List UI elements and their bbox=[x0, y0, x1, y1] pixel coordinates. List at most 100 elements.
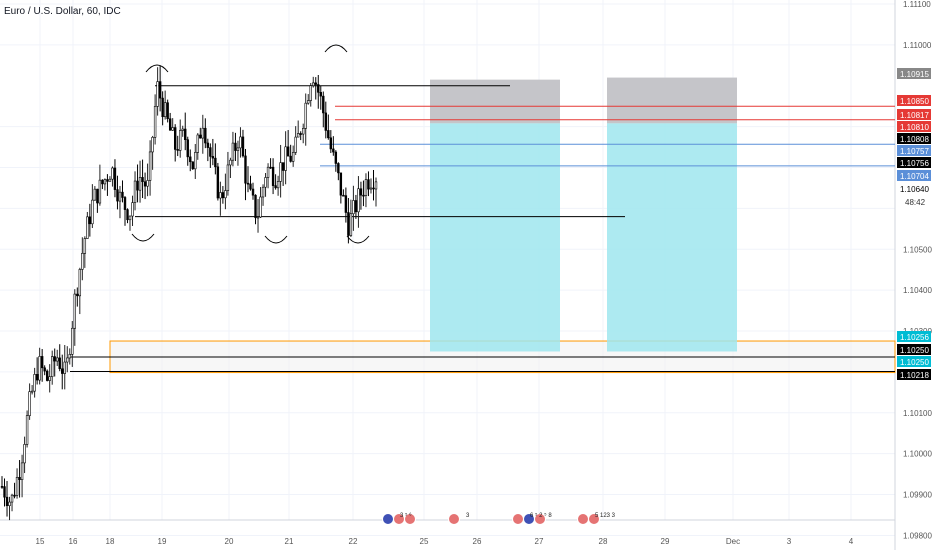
candle-body bbox=[291, 152, 295, 162]
candle-body bbox=[299, 133, 302, 135]
candle-body bbox=[86, 216, 89, 239]
price-tag-bg bbox=[897, 344, 931, 355]
candle-body bbox=[158, 81, 162, 99]
event-count-label: 6 ⁵ 2 ⁵ 8 bbox=[530, 512, 552, 519]
candle-body bbox=[204, 127, 207, 144]
economic-event-marker: 5 123 3 bbox=[577, 513, 616, 525]
candle-body bbox=[181, 128, 184, 131]
x-tick-label: 29 bbox=[661, 537, 670, 546]
candle-body bbox=[63, 361, 66, 374]
economic-event-marker: 3 bbox=[448, 513, 470, 525]
economic-event-marker: 3 ⁵ ⁶ bbox=[382, 512, 416, 525]
candle-body bbox=[179, 130, 182, 151]
candle-body bbox=[259, 196, 262, 218]
candle-body bbox=[369, 187, 373, 190]
candle-body bbox=[229, 159, 232, 166]
candle-body bbox=[35, 374, 39, 381]
candle-body bbox=[153, 106, 157, 138]
price-tag-label: 1.10915 bbox=[900, 70, 929, 79]
swing-arc bbox=[131, 233, 155, 242]
candle-body bbox=[226, 164, 230, 191]
candle-body bbox=[68, 354, 71, 359]
candle-body bbox=[317, 84, 320, 93]
x-tick-label: 25 bbox=[420, 537, 429, 546]
candle-body bbox=[98, 179, 102, 204]
candle-body bbox=[148, 151, 152, 181]
candle-body bbox=[186, 139, 189, 158]
candle-body bbox=[236, 147, 240, 151]
candle-body bbox=[111, 167, 114, 180]
candle-body bbox=[349, 213, 353, 236]
candle-body bbox=[367, 179, 370, 190]
candle-body bbox=[241, 136, 245, 157]
candle-body bbox=[239, 136, 242, 149]
candle-body bbox=[327, 130, 330, 139]
candle-body bbox=[281, 162, 285, 171]
price-tag-label: 1.10850 bbox=[900, 97, 929, 106]
candle-body bbox=[191, 161, 194, 170]
candle-body bbox=[342, 194, 345, 197]
candle-body bbox=[249, 183, 252, 190]
candle-body bbox=[322, 95, 325, 114]
candle-body bbox=[10, 494, 14, 503]
x-tick-label: 19 bbox=[158, 537, 167, 546]
swing-arc bbox=[145, 64, 169, 73]
price-tag-label: 1.10250 bbox=[900, 346, 929, 355]
candle-body bbox=[329, 137, 333, 150]
swing-arc bbox=[346, 235, 370, 244]
x-tick-label: 27 bbox=[535, 537, 544, 546]
candle-body bbox=[93, 188, 97, 201]
x-tick-label: 20 bbox=[225, 537, 234, 546]
candle-body bbox=[56, 357, 59, 362]
candle-body bbox=[133, 180, 137, 203]
candle-body bbox=[256, 216, 260, 219]
us-flag-icon bbox=[588, 513, 600, 525]
eu-flag-icon bbox=[382, 513, 394, 525]
candle-body bbox=[15, 477, 19, 496]
price-tag-label: 1.10808 bbox=[900, 135, 929, 144]
y-tick-label: 1.10100 bbox=[903, 409, 932, 418]
price-tag-bg bbox=[897, 356, 931, 367]
price-tag-label: 1.10704 bbox=[900, 172, 929, 181]
candle-body bbox=[347, 212, 350, 236]
price-tag-bg bbox=[897, 170, 931, 181]
candle-body bbox=[8, 501, 11, 507]
candle-body bbox=[18, 477, 21, 480]
candle-body bbox=[20, 462, 24, 480]
us-flag-icon bbox=[404, 513, 416, 525]
economic-event-marker: 6 ⁵ 2 ⁵ 8 bbox=[512, 512, 552, 525]
y-tick-label: 1.11100 bbox=[903, 0, 931, 9]
price-tag-label: 1.10250 bbox=[900, 358, 929, 367]
candle-body bbox=[194, 152, 197, 170]
candle-body bbox=[276, 181, 280, 189]
candle-body bbox=[156, 81, 159, 107]
swing-arc bbox=[324, 44, 348, 53]
candle-body bbox=[108, 178, 112, 182]
candle-body bbox=[88, 216, 92, 225]
candle-body bbox=[294, 136, 297, 153]
x-tick-label: 21 bbox=[285, 537, 294, 546]
candle-body bbox=[136, 180, 139, 191]
candle-body bbox=[101, 179, 104, 185]
price-tag-bg bbox=[897, 109, 931, 120]
candle-body bbox=[189, 156, 192, 163]
candle-body bbox=[103, 179, 107, 185]
event-count-label: 3 ⁵ ⁶ bbox=[400, 512, 412, 519]
candle-body bbox=[271, 166, 275, 186]
candle-body bbox=[286, 146, 290, 157]
candle-body bbox=[128, 215, 132, 221]
candle-body bbox=[201, 127, 205, 139]
candle-body bbox=[51, 356, 54, 377]
candle-body bbox=[264, 177, 267, 188]
candle-body bbox=[43, 367, 46, 372]
candle-body bbox=[83, 238, 87, 254]
candle-body bbox=[168, 118, 172, 131]
candle-body bbox=[23, 444, 26, 464]
candle-body bbox=[28, 391, 31, 416]
candle-body bbox=[221, 192, 225, 199]
candle-body bbox=[118, 191, 122, 202]
price-tag-bg bbox=[897, 331, 931, 342]
candle-body bbox=[309, 85, 312, 101]
